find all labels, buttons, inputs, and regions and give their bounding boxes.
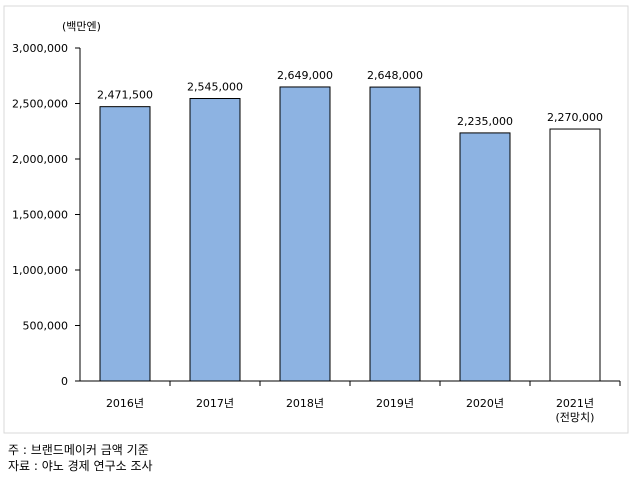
y-tick-label: 2,500,000 [12,98,68,111]
value-label: 2,545,000 [187,81,243,94]
bar-chart: (백만엔) 0 500,000 1,000,000 1,500,000 2,000,000… [3,5,629,434]
bar [189,98,241,382]
x-tick-label: 2020년 [466,397,504,410]
y-tick-label: 2,000,000 [12,153,68,166]
y-tick-label: 3,000,000 [12,42,68,55]
x-tick-label: 2021년 [556,397,594,410]
y-unit-label: (백만엔) [62,20,101,33]
footnote: 주 : 브랜드메이커 금액 기준 [8,443,149,457]
y-tick-label: 1,000,000 [12,264,68,277]
y-tick-label: 500,000 [23,320,69,333]
value-label: 2,649,000 [277,69,333,82]
bar [279,86,331,382]
value-label: 2,648,000 [367,69,423,82]
x-tick-label: 2017년 [196,397,234,410]
x-tick-label: 2019년 [376,397,414,410]
y-tick-label: 1,500,000 [12,209,68,222]
x-tick-sublabel: (전망치) [556,411,595,424]
bar [459,132,511,382]
chart-border [3,5,629,434]
value-label: 2,270,000 [547,111,603,124]
bar [99,106,151,382]
value-label: 2,471,500 [97,89,153,102]
bar [369,86,421,382]
source-note: 자료 : 야노 경제 연구소 조사 [8,459,153,473]
x-tick-label: 2016년 [106,397,144,410]
x-tick-label: 2018년 [286,397,324,410]
y-tick-label: 0 [61,375,68,388]
value-label: 2,235,000 [457,115,513,128]
bar [549,128,601,382]
